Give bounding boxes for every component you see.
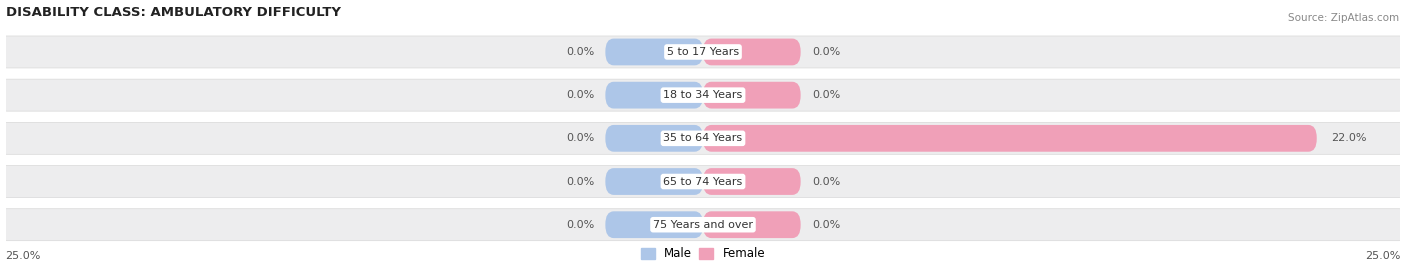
Text: 25.0%: 25.0% bbox=[6, 252, 41, 261]
FancyBboxPatch shape bbox=[606, 38, 703, 65]
Text: 22.0%: 22.0% bbox=[1330, 133, 1367, 143]
Text: 25.0%: 25.0% bbox=[1365, 252, 1400, 261]
Text: 35 to 64 Years: 35 to 64 Years bbox=[664, 133, 742, 143]
Text: 0.0%: 0.0% bbox=[811, 90, 839, 100]
FancyBboxPatch shape bbox=[703, 125, 1317, 152]
FancyBboxPatch shape bbox=[606, 125, 703, 152]
Text: 0.0%: 0.0% bbox=[567, 47, 595, 57]
Text: 0.0%: 0.0% bbox=[567, 220, 595, 230]
FancyBboxPatch shape bbox=[703, 211, 800, 238]
FancyBboxPatch shape bbox=[703, 38, 800, 65]
Text: 0.0%: 0.0% bbox=[811, 176, 839, 186]
Text: 18 to 34 Years: 18 to 34 Years bbox=[664, 90, 742, 100]
Text: 75 Years and over: 75 Years and over bbox=[652, 220, 754, 230]
Text: DISABILITY CLASS: AMBULATORY DIFFICULTY: DISABILITY CLASS: AMBULATORY DIFFICULTY bbox=[6, 6, 340, 19]
FancyBboxPatch shape bbox=[0, 122, 1406, 154]
FancyBboxPatch shape bbox=[703, 82, 800, 108]
FancyBboxPatch shape bbox=[606, 82, 703, 108]
FancyBboxPatch shape bbox=[0, 209, 1406, 241]
Text: 0.0%: 0.0% bbox=[567, 176, 595, 186]
Legend: Male, Female: Male, Female bbox=[636, 243, 770, 265]
FancyBboxPatch shape bbox=[606, 168, 703, 195]
Text: 0.0%: 0.0% bbox=[811, 220, 839, 230]
FancyBboxPatch shape bbox=[0, 79, 1406, 111]
FancyBboxPatch shape bbox=[606, 211, 703, 238]
Text: 65 to 74 Years: 65 to 74 Years bbox=[664, 176, 742, 186]
FancyBboxPatch shape bbox=[703, 168, 800, 195]
FancyBboxPatch shape bbox=[0, 36, 1406, 68]
Text: Source: ZipAtlas.com: Source: ZipAtlas.com bbox=[1288, 13, 1399, 23]
Text: 5 to 17 Years: 5 to 17 Years bbox=[666, 47, 740, 57]
Text: 0.0%: 0.0% bbox=[567, 133, 595, 143]
Text: 0.0%: 0.0% bbox=[811, 47, 839, 57]
Text: 0.0%: 0.0% bbox=[567, 90, 595, 100]
FancyBboxPatch shape bbox=[0, 165, 1406, 197]
